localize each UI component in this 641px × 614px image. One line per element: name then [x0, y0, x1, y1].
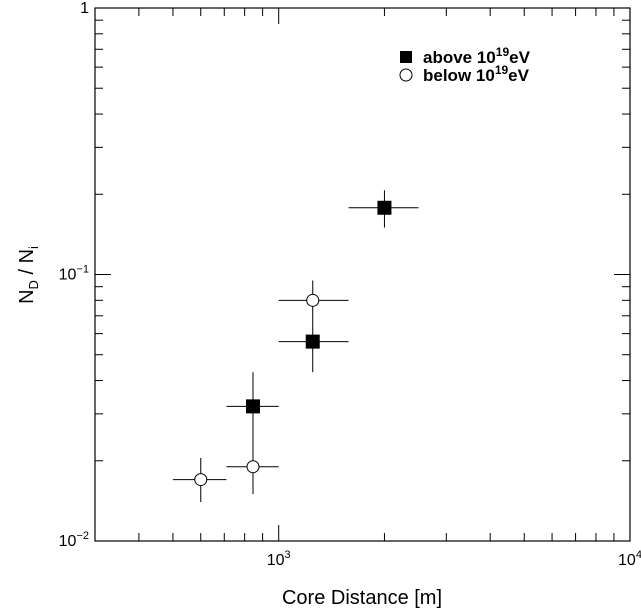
y-axis-label: ND / Ni	[16, 246, 41, 304]
filled-square-marker	[305, 334, 320, 349]
filled-square-marker	[245, 399, 260, 414]
data-point	[278, 280, 349, 320]
y-tick-label: 10−1	[59, 264, 89, 284]
filled-square-marker	[377, 200, 392, 215]
data-point	[226, 442, 279, 495]
open-circle-marker	[246, 460, 260, 474]
axis-ticks	[94, 7, 631, 542]
data-point	[226, 372, 279, 445]
data-point	[348, 190, 419, 228]
open-circle-marker	[306, 293, 320, 307]
legend-marker-open-circle	[399, 68, 413, 82]
legend-label: below 1019eV	[423, 63, 530, 85]
tick-labels: 103 104 10−2 10−1 1	[59, 0, 641, 569]
plot-frame	[94, 7, 631, 542]
data-point	[278, 319, 349, 373]
legend-marker-filled-square	[400, 51, 412, 63]
data-marks	[172, 190, 419, 503]
x-tick-label: 103	[267, 549, 291, 569]
x-tick-label: 104	[618, 549, 641, 569]
y-tick-label: 10−2	[59, 530, 89, 550]
open-circle-marker	[194, 473, 208, 487]
y-tick-label: 1	[80, 0, 89, 17]
data-point	[172, 457, 227, 503]
x-axis-label: Core Distance [m]	[282, 587, 442, 609]
legend-label: above 1019eV	[423, 45, 531, 67]
